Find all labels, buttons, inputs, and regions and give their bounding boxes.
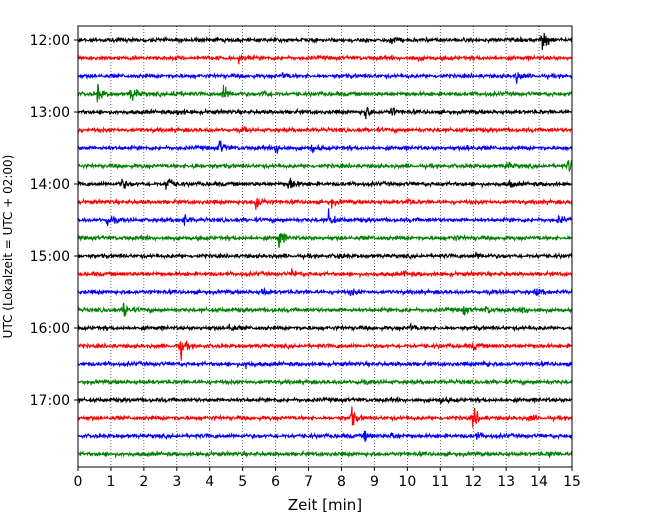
seismogram-traces [77,32,573,459]
seismogram-trace [77,395,573,405]
seismogram-trace [77,268,573,279]
seismogram-trace [77,449,573,459]
seismogram-trace [77,340,573,361]
seismogram-trace [77,377,573,387]
seismogram-trace [77,251,573,261]
x-tick-label: 2 [139,474,148,490]
seismogram-trace [77,140,573,154]
x-tick-label: 9 [370,474,379,490]
y-tick-label: 14:00 [30,177,70,193]
seismogram-trace [77,125,573,135]
y-axis-label: UTC (Lokalzeit = UTC + 02:00) [1,155,15,339]
seismogram-trace [77,322,573,333]
y-tick-label: 17:00 [30,393,70,409]
seismogram-trace [77,406,573,428]
y-tick-label: 15:00 [30,249,70,265]
x-tick-label: 7 [304,474,313,490]
x-tick-label: 1 [106,474,115,490]
seismogram-trace [77,32,573,51]
seismogram-trace [77,197,573,210]
seismogram-trace [77,232,573,248]
seismogram-trace [77,430,573,442]
seismogram-trace [77,286,573,297]
seismogram-trace [77,83,573,103]
y-axis-ticks: 12:00 13:00 14:00 15:00 16:00 17:00 [30,33,78,409]
x-tick-label: 15 [563,474,581,490]
x-tick-label: 8 [337,474,346,490]
seismogram-trace [77,106,573,120]
x-axis-ticks: 0 1 2 3 4 5 6 7 8 9 10 11 12 13 14 15 [74,467,581,490]
x-axis-label: Zeit [min] [288,496,362,514]
seismogram-trace [77,158,573,172]
x-tick-label: 11 [431,474,449,490]
x-tick-label: 4 [205,474,214,490]
plot-frame [77,25,573,468]
seismogram-trace [77,71,573,84]
x-tick-label: 10 [398,474,416,490]
x-tick-label: 12 [464,474,482,490]
x-tick-label: 0 [74,474,83,490]
x-tick-label: 14 [530,474,548,490]
y-tick-label: 13:00 [30,105,70,121]
seismogram-trace [77,208,573,227]
x-tick-label: 6 [271,474,280,490]
seismogram-trace [77,359,573,370]
seismogram-trace [77,177,573,190]
y-tick-label: 16:00 [30,321,70,337]
x-tick-label: 5 [238,474,247,490]
seismogram-trace [77,302,573,317]
y-tick-label: 12:00 [30,33,70,49]
seismogram-trace [77,53,573,65]
x-tick-label: 3 [172,474,181,490]
x-tick-label: 13 [497,474,515,490]
